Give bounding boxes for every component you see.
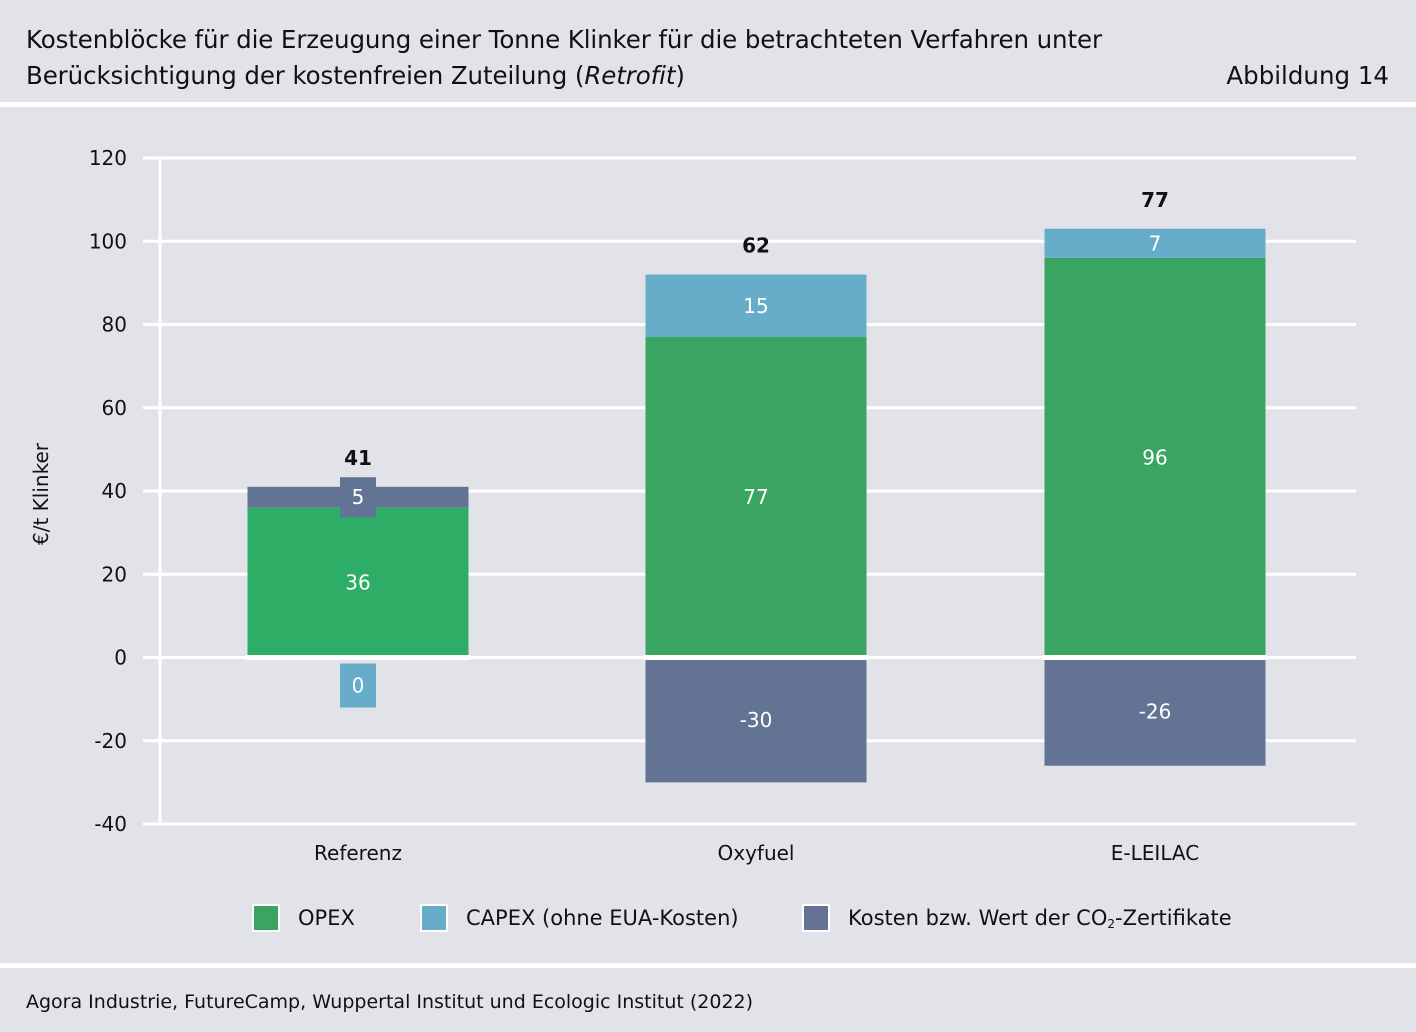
bar-value-label: 0 (352, 674, 365, 698)
figure-label: Abbildung 14 (1226, 61, 1389, 90)
chart-title: Kostenblöcke für die Erzeugung einer Ton… (26, 22, 1186, 94)
legend-swatch-capex (420, 904, 448, 932)
bar-value-label: 7 (1149, 231, 1162, 255)
bar-value-label: -26 (1139, 700, 1172, 724)
y-tick-label: -20 (94, 729, 127, 753)
legend: OPEX CAPEX (ohne EUA-Kosten) Kosten bzw.… (0, 900, 1416, 936)
bar-chart: -40 -20 0 20 40 60 80 100 120 €/t Klinker 36 0 5 41 Re… (29, 146, 1356, 865)
title-text: Kostenblöcke für die Erzeugung einer Ton… (26, 25, 1102, 90)
legend-item-co2: Kosten bzw. Wert der CO2-Zertifikate (802, 900, 1232, 936)
legend-swatch-co2 (802, 904, 830, 932)
bar-value-label: 96 (1142, 446, 1167, 470)
y-tick-label: 60 (102, 396, 127, 420)
y-tick-label: 0 (114, 646, 127, 670)
legend-item-opex: OPEX (252, 900, 355, 936)
footer-divider (0, 963, 1416, 968)
bar-segment (645, 657, 867, 783)
bar-segment (247, 507, 469, 658)
bar-value-label: 77 (743, 485, 768, 509)
x-tick-label: Referenz (314, 841, 402, 865)
bar-value-label: 36 (345, 571, 370, 595)
bar-segment (1044, 657, 1266, 766)
bar-value-label: -30 (740, 708, 773, 732)
bar-total-label: 62 (742, 234, 770, 258)
legend-label-opex: OPEX (298, 906, 355, 930)
y-tick-label: 40 (102, 479, 127, 503)
chart-header: Kostenblöcke für die Erzeugung einer Ton… (0, 0, 1416, 102)
y-tick-label: -40 (94, 812, 127, 836)
bar-segment (645, 274, 867, 337)
bar-segment (1044, 228, 1266, 258)
bar-segment (645, 336, 867, 658)
y-tick-label: 20 (102, 562, 127, 586)
x-tick-label: Oxyfuel (718, 841, 795, 865)
header-divider (0, 102, 1416, 107)
bar-value-label: 5 (352, 485, 365, 509)
legend-label-co2: Kosten bzw. Wert der CO2-Zertifikate (848, 905, 1232, 931)
y-tick-label: 100 (89, 229, 127, 253)
title-italic: Retrofit (584, 61, 676, 90)
bar-total-label: 77 (1141, 188, 1169, 212)
chart-area: -40 -20 0 20 40 60 80 100 120 €/t Klinker 36 0 5 41 Re… (0, 108, 1416, 964)
bar-value-label: 15 (743, 294, 768, 318)
source-note: Agora Industrie, FutureCamp, Wuppertal I… (26, 991, 754, 1013)
y-axis-label: €/t Klinker (29, 442, 53, 545)
y-tick-label: 80 (102, 313, 127, 337)
value-tag (340, 477, 376, 518)
title-close: ) (675, 61, 685, 90)
legend-label-capex: CAPEX (ohne EUA-Kosten) (466, 906, 739, 930)
value-tag (340, 663, 376, 708)
legend-item-capex: CAPEX (ohne EUA-Kosten) (420, 900, 739, 936)
bar-total-label: 41 (344, 446, 372, 470)
x-tick-label: E-LEILAC (1111, 841, 1199, 865)
y-tick-label: 120 (89, 146, 127, 170)
bar-segment (1044, 257, 1266, 658)
legend-swatch-opex (252, 904, 280, 932)
